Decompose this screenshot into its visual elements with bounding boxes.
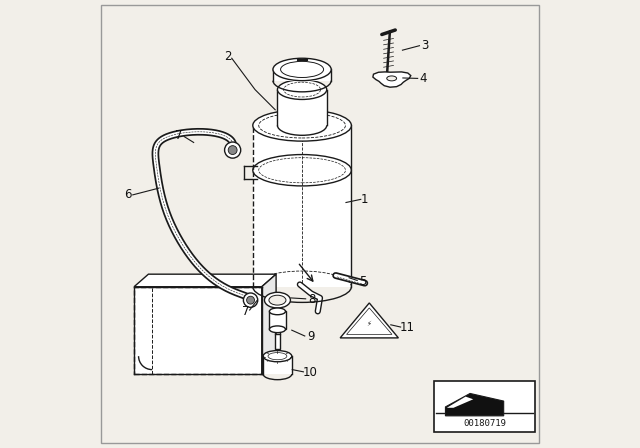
Ellipse shape	[269, 295, 286, 305]
Polygon shape	[262, 274, 276, 374]
Ellipse shape	[269, 308, 285, 315]
Ellipse shape	[269, 326, 285, 332]
Ellipse shape	[278, 80, 327, 99]
Polygon shape	[447, 396, 473, 408]
Text: 6: 6	[125, 188, 132, 202]
Ellipse shape	[264, 293, 291, 308]
Ellipse shape	[273, 58, 332, 81]
Text: 7: 7	[243, 305, 250, 318]
Text: 4: 4	[419, 72, 427, 85]
Text: 00180719: 00180719	[463, 418, 506, 427]
Bar	[275, 334, 280, 349]
Bar	[273, 69, 332, 81]
Bar	[134, 287, 262, 374]
Polygon shape	[134, 274, 276, 287]
Ellipse shape	[263, 350, 292, 362]
Bar	[253, 125, 351, 287]
Text: 2: 2	[225, 49, 232, 63]
Bar	[269, 311, 285, 329]
Polygon shape	[373, 72, 411, 87]
Ellipse shape	[253, 110, 351, 141]
Ellipse shape	[243, 293, 258, 307]
Ellipse shape	[225, 142, 241, 158]
Text: 11: 11	[400, 321, 415, 335]
Ellipse shape	[246, 296, 255, 304]
Text: ⚡: ⚡	[367, 321, 372, 327]
Text: 3: 3	[422, 39, 429, 52]
Text: 9: 9	[307, 330, 315, 344]
Polygon shape	[340, 303, 398, 338]
Text: 8: 8	[308, 293, 316, 306]
Text: 1: 1	[361, 193, 369, 206]
Bar	[263, 356, 292, 374]
Bar	[278, 90, 326, 125]
Text: 7: 7	[175, 129, 182, 142]
Bar	[435, 381, 535, 432]
Ellipse shape	[228, 146, 237, 155]
Text: 10: 10	[303, 366, 317, 379]
Polygon shape	[445, 393, 504, 416]
Text: 5: 5	[359, 275, 366, 288]
Ellipse shape	[387, 76, 397, 81]
